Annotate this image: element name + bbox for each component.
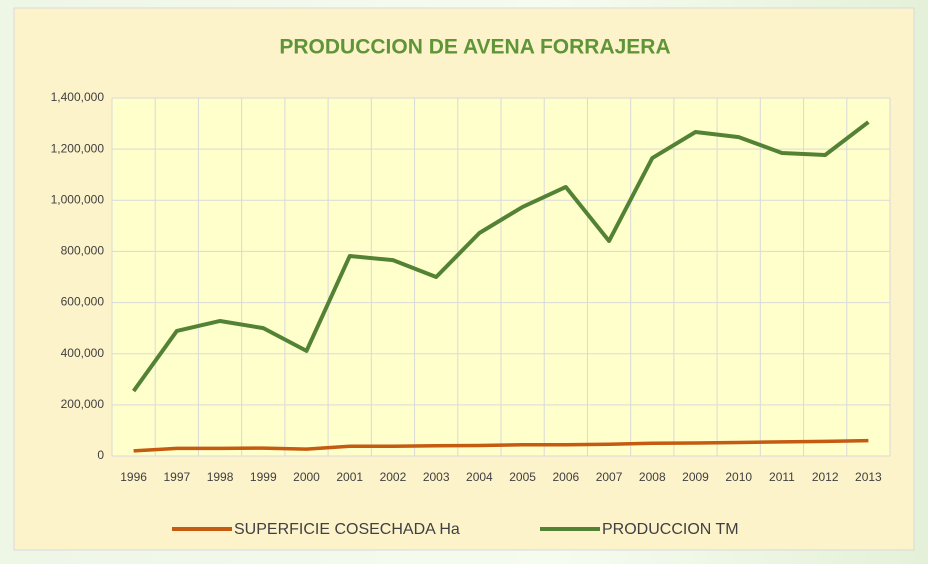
x-tick-label: 1999 <box>250 470 277 484</box>
x-tick-label: 2011 <box>769 470 795 484</box>
y-tick-label: 1,000,000 <box>51 192 105 206</box>
y-tick-label: 1,200,000 <box>51 141 105 155</box>
x-tick-label: 1997 <box>163 470 190 484</box>
x-tick-label: 1996 <box>120 470 147 484</box>
x-tick-label: 2009 <box>682 470 709 484</box>
data-line <box>131 120 870 393</box>
x-tick-label: 2008 <box>639 470 666 484</box>
x-tick-label: 2010 <box>725 470 752 484</box>
y-tick-label: 600,000 <box>61 295 105 309</box>
data-line <box>133 438 869 453</box>
y-tick-label: 200,000 <box>61 397 105 411</box>
y-tick-label: 800,000 <box>61 244 105 258</box>
chart-title: PRODUCCION DE AVENA FORRAJERA <box>279 36 670 59</box>
legend-label: SUPERFICIE COSECHADA Ha <box>234 521 460 538</box>
x-tick-label: 2003 <box>423 470 450 484</box>
x-tick-label: 1998 <box>207 470 234 484</box>
x-tick-label: 2002 <box>380 470 407 484</box>
x-tick-label: 2007 <box>596 470 623 484</box>
x-tick-label: 2012 <box>812 470 839 484</box>
x-tick-label: 2001 <box>336 470 363 484</box>
legend-label: PRODUCCION TM <box>602 521 739 538</box>
x-tick-label: 2004 <box>466 470 493 484</box>
x-tick-label: 2013 <box>855 470 882 484</box>
x-tick-label: 2005 <box>509 470 536 484</box>
x-tick-label: 2000 <box>293 470 320 484</box>
x-tick-label: 2006 <box>552 470 579 484</box>
y-tick-label: 1,400,000 <box>51 90 105 104</box>
y-tick-label: 400,000 <box>61 346 105 360</box>
y-tick-label: 0 <box>97 448 104 462</box>
